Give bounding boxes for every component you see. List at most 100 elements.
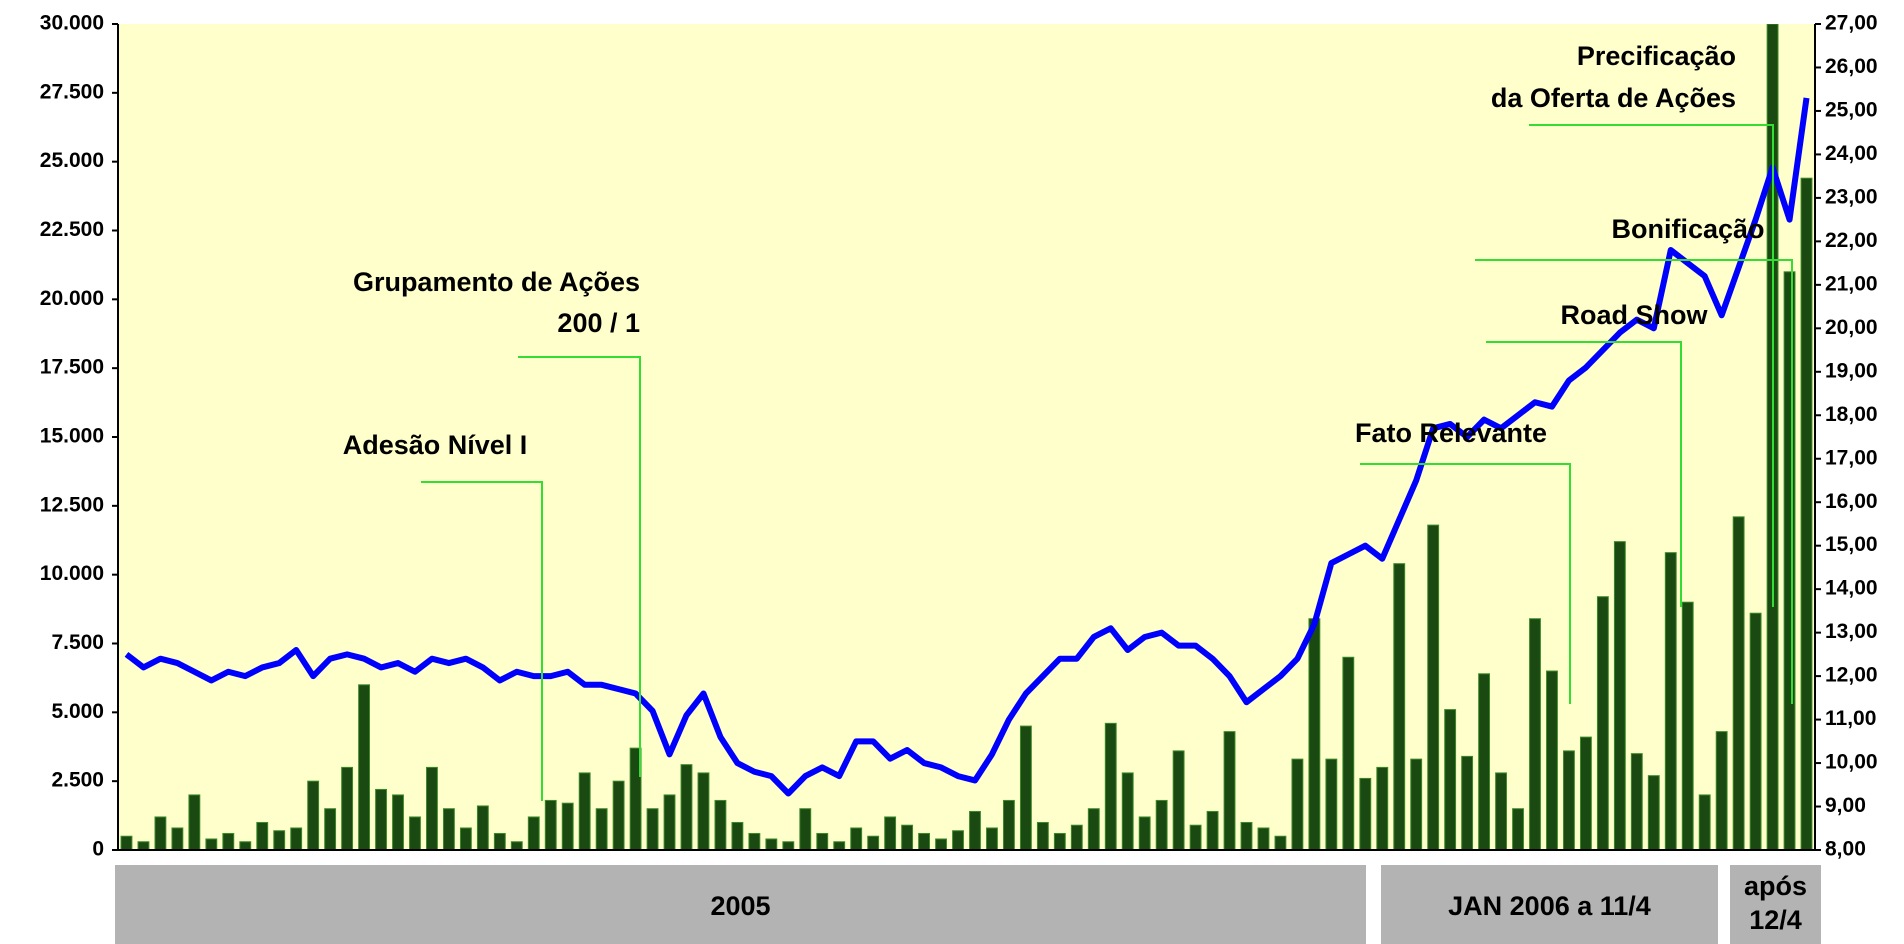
bar [375,788,387,850]
bar [1783,271,1796,850]
annotation: da Oferta de Ações [1491,83,1736,113]
bar [714,799,727,850]
bar [1325,758,1338,850]
y-tick-label: 30.000 [40,12,104,35]
bar [1138,816,1151,850]
bar [290,827,303,850]
y2-tick-label: 18,00 [1825,403,1878,426]
annotation: Adesão Nível I [343,430,528,460]
y2-tick-label: 24,00 [1825,142,1878,165]
annotation-line [1486,341,1682,607]
bar [273,830,286,850]
y-tick-label: 10.000 [40,562,104,585]
bar [1257,827,1270,850]
bar [358,684,370,850]
bar [850,827,863,850]
price-line [124,97,1810,797]
bar [171,827,184,850]
bar [1664,552,1677,850]
bar [1563,750,1575,850]
y2-tick-label: 17,00 [1825,446,1878,469]
bar [646,808,659,850]
y2-tick-label: 20,00 [1825,316,1878,339]
bar [154,816,167,850]
annotation: Fato Relevante [1355,418,1547,448]
bar [1087,808,1100,850]
bar [1053,832,1066,850]
bar [1579,736,1592,850]
y2-tick-label: 21,00 [1825,272,1878,295]
bar [120,835,133,850]
annotation: Bonificação [1611,214,1764,244]
bar [1274,835,1287,850]
y2-tick-label: 16,00 [1825,490,1878,513]
bar [137,841,150,850]
bar [392,794,404,850]
y-tick-label: 5.000 [51,700,104,723]
bar [1698,794,1711,850]
bar [426,766,438,850]
y2-tick-label: 26,00 [1825,55,1878,78]
bar [1647,775,1660,850]
bar [1342,656,1355,850]
bar [901,824,914,850]
bar [188,794,201,850]
bar [1749,612,1762,850]
bar [1121,772,1134,850]
bar [1732,516,1745,850]
bar [986,827,998,850]
y2-tick-label: 23,00 [1825,185,1878,208]
bar [1478,673,1491,850]
bar [1291,758,1304,850]
bar [1359,777,1372,850]
annotation-line [1529,124,1774,607]
annotation: 200 / 1 [557,308,640,338]
period-label: 2005 [710,891,770,921]
bar [1206,810,1219,850]
y2-tick-label: 8,00 [1825,838,1866,861]
bar [527,816,540,850]
y-tick-label: 7.500 [51,631,104,654]
bar [697,772,710,850]
bar [544,799,557,850]
bar [222,832,235,850]
bar [833,841,846,850]
y-tick-label: 0 [92,838,104,861]
bar [765,838,778,850]
bar [1393,563,1406,850]
period-label: JAN 2006 a 11/4 [1448,891,1651,921]
bar [1019,725,1032,850]
bar [1427,524,1440,850]
bar [307,780,320,850]
annotation-line [518,356,641,777]
bar [442,808,455,850]
bar [1630,753,1643,850]
bar [1495,772,1507,850]
bar [748,832,761,850]
period-band [1730,865,1821,944]
y-tick-label: 22.500 [40,218,104,241]
annotation: Precificação [1577,41,1736,71]
bar [578,772,591,850]
bar [918,832,931,850]
bar [1461,755,1474,850]
bar [1240,821,1253,850]
period-label: 12/4 [1749,905,1802,935]
bar [816,832,829,850]
period-band [115,865,1366,944]
bar [595,808,608,850]
bar [510,841,523,850]
bar [561,802,574,850]
y2-tick-label: 15,00 [1825,533,1878,556]
bar [1036,821,1049,850]
bar [409,816,421,850]
bar [1376,766,1389,850]
bar [1189,824,1202,850]
bar [1308,618,1321,850]
bar [1596,596,1609,850]
bar [1681,601,1694,850]
y2-tick-label: 22,00 [1825,229,1878,252]
bar [1104,722,1117,850]
y2-tick-label: 25,00 [1825,98,1878,121]
